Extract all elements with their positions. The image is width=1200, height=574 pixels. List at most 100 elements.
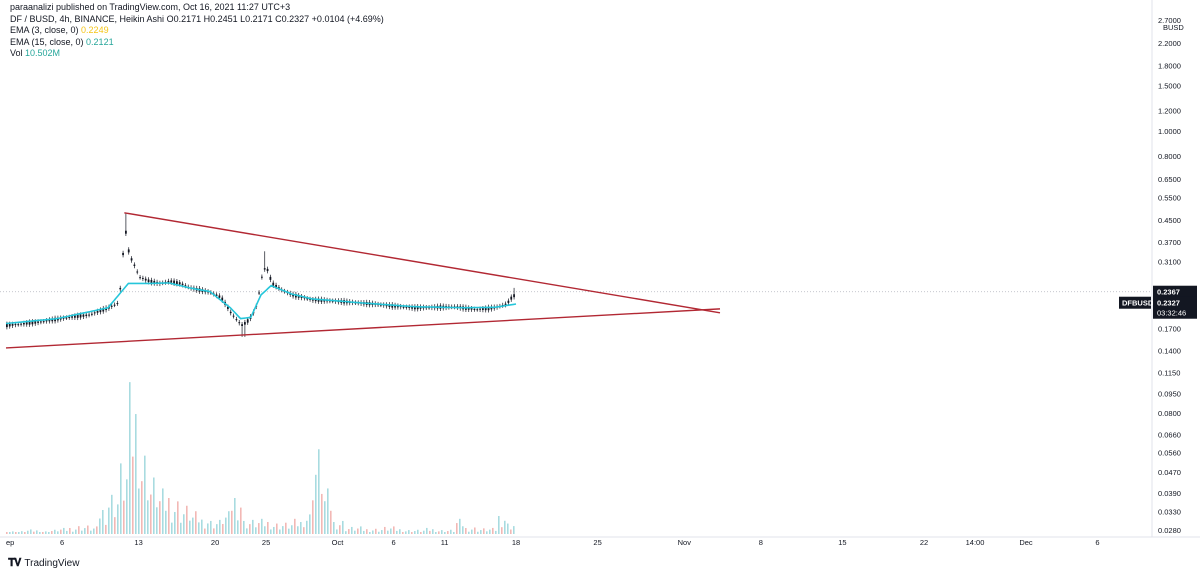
volume-bar <box>111 494 113 534</box>
volume-bar <box>408 530 410 534</box>
time-axis[interactable]: ep 6 13 20 25 Oct 6 11 18 25 Nov 8 15 22 14:00 Dec 6 <box>6 538 1099 547</box>
volume-bar <box>222 523 224 534</box>
volume-bar <box>333 522 335 534</box>
volume-bar <box>93 528 95 534</box>
tradingview-logo-icon: 𝐓𝐕 <box>8 557 21 569</box>
vol-legend-row[interactable]: Vol 10.502M <box>10 48 384 60</box>
volume-bar <box>330 510 332 534</box>
candle-body <box>244 322 246 325</box>
trendlines[interactable] <box>5 212 721 349</box>
candle-body <box>150 279 153 284</box>
volume-bar <box>120 463 122 534</box>
volume-bar <box>195 511 197 534</box>
symbol-ohlc-row[interactable]: DF / BUSD, 4h, BINANCE, Heikin Ashi O0.2… <box>10 14 384 26</box>
volume-bar <box>327 488 329 534</box>
candle-body <box>178 282 181 285</box>
volume-bar <box>462 526 464 534</box>
candle-body <box>6 323 8 328</box>
candle-body <box>414 306 416 310</box>
volume-bar <box>96 526 98 534</box>
y-tick-label: 0.1700 <box>1158 325 1181 334</box>
candle-body <box>394 304 396 308</box>
candle-body <box>20 323 22 325</box>
volume-bar <box>348 529 350 534</box>
candle-body <box>232 315 235 317</box>
volume-bar <box>312 500 314 534</box>
volume-bar <box>30 529 32 534</box>
volume-bar <box>444 532 446 534</box>
price-tag-text: 0.2367 <box>1157 288 1180 297</box>
candle-body <box>102 308 105 312</box>
volume-bar <box>141 481 143 534</box>
volume-bar <box>54 529 56 534</box>
ema3-value: 0.2249 <box>81 25 109 35</box>
volume-bar <box>180 522 182 534</box>
candle-body <box>71 316 73 318</box>
volume-bar <box>336 529 338 534</box>
y-tick-label: 0.0280 <box>1158 526 1181 535</box>
candle-body <box>91 313 93 315</box>
y-tick-label: 1.5000 <box>1158 82 1181 91</box>
volume-bars <box>6 382 515 534</box>
candle-body <box>82 314 85 317</box>
volume-bar <box>417 529 419 534</box>
volume-bar <box>450 529 452 534</box>
volume-bar <box>204 528 206 534</box>
volume-bar <box>456 523 458 534</box>
volume-bar <box>501 527 503 534</box>
volume-bar <box>474 527 476 534</box>
symbol-tag-box <box>1119 296 1151 309</box>
x-tick-label: 18 <box>512 538 520 547</box>
candle-body <box>408 306 411 309</box>
candle-body <box>176 281 178 285</box>
volume-bar <box>114 517 116 534</box>
volume-bar <box>294 518 296 534</box>
volume-bar <box>132 456 134 534</box>
candle-body <box>258 292 260 294</box>
candle-body <box>125 230 127 234</box>
volume-bar <box>234 498 236 534</box>
volume-bar <box>162 488 164 534</box>
volume-bar <box>243 520 245 534</box>
volume-bar <box>354 530 356 534</box>
volume-bar <box>411 532 413 534</box>
x-tick-label: ep <box>6 538 14 547</box>
volume-bar <box>399 529 401 534</box>
volume-bar <box>108 507 110 534</box>
volume-bar <box>276 523 278 534</box>
candle-body <box>110 305 113 307</box>
volume-bar <box>153 477 155 534</box>
candle-body <box>263 268 266 270</box>
volume-bar <box>45 531 47 534</box>
candle-body <box>241 324 243 326</box>
volume-bar <box>267 522 269 534</box>
volume-bar <box>21 531 23 534</box>
volume-bar <box>507 523 509 534</box>
candle-body <box>133 264 136 266</box>
volume-bar <box>150 494 152 534</box>
volume-bar <box>123 500 125 534</box>
candle-body <box>399 306 402 308</box>
candle-body <box>136 271 139 273</box>
volume-bar <box>84 528 86 534</box>
volume-bar <box>198 522 200 534</box>
volume-bar <box>138 488 140 534</box>
ema15-legend-row[interactable]: EMA (15, close, 0) 0.2121 <box>10 37 384 49</box>
volume-bar <box>246 528 248 534</box>
candle-body <box>238 322 241 324</box>
ema3-legend-row[interactable]: EMA (3, close, 0) 0.2249 <box>10 25 384 37</box>
volume-bar <box>183 514 185 534</box>
volume-bar <box>318 449 320 534</box>
vol-value: 10.502M <box>25 48 61 58</box>
symbol-line[interactable]: DF / BUSD, 4h, BINANCE, Heikin Ashi <box>10 13 165 24</box>
volume-bar <box>300 522 302 534</box>
volume-bar <box>63 527 65 534</box>
countdown-tag-text: 03:32:46 <box>1157 309 1186 318</box>
volume-bar <box>102 510 104 534</box>
volume-bar <box>432 529 434 534</box>
volume-bar <box>315 474 317 534</box>
candle-body <box>34 321 37 324</box>
x-tick-label: 20 <box>211 538 219 547</box>
